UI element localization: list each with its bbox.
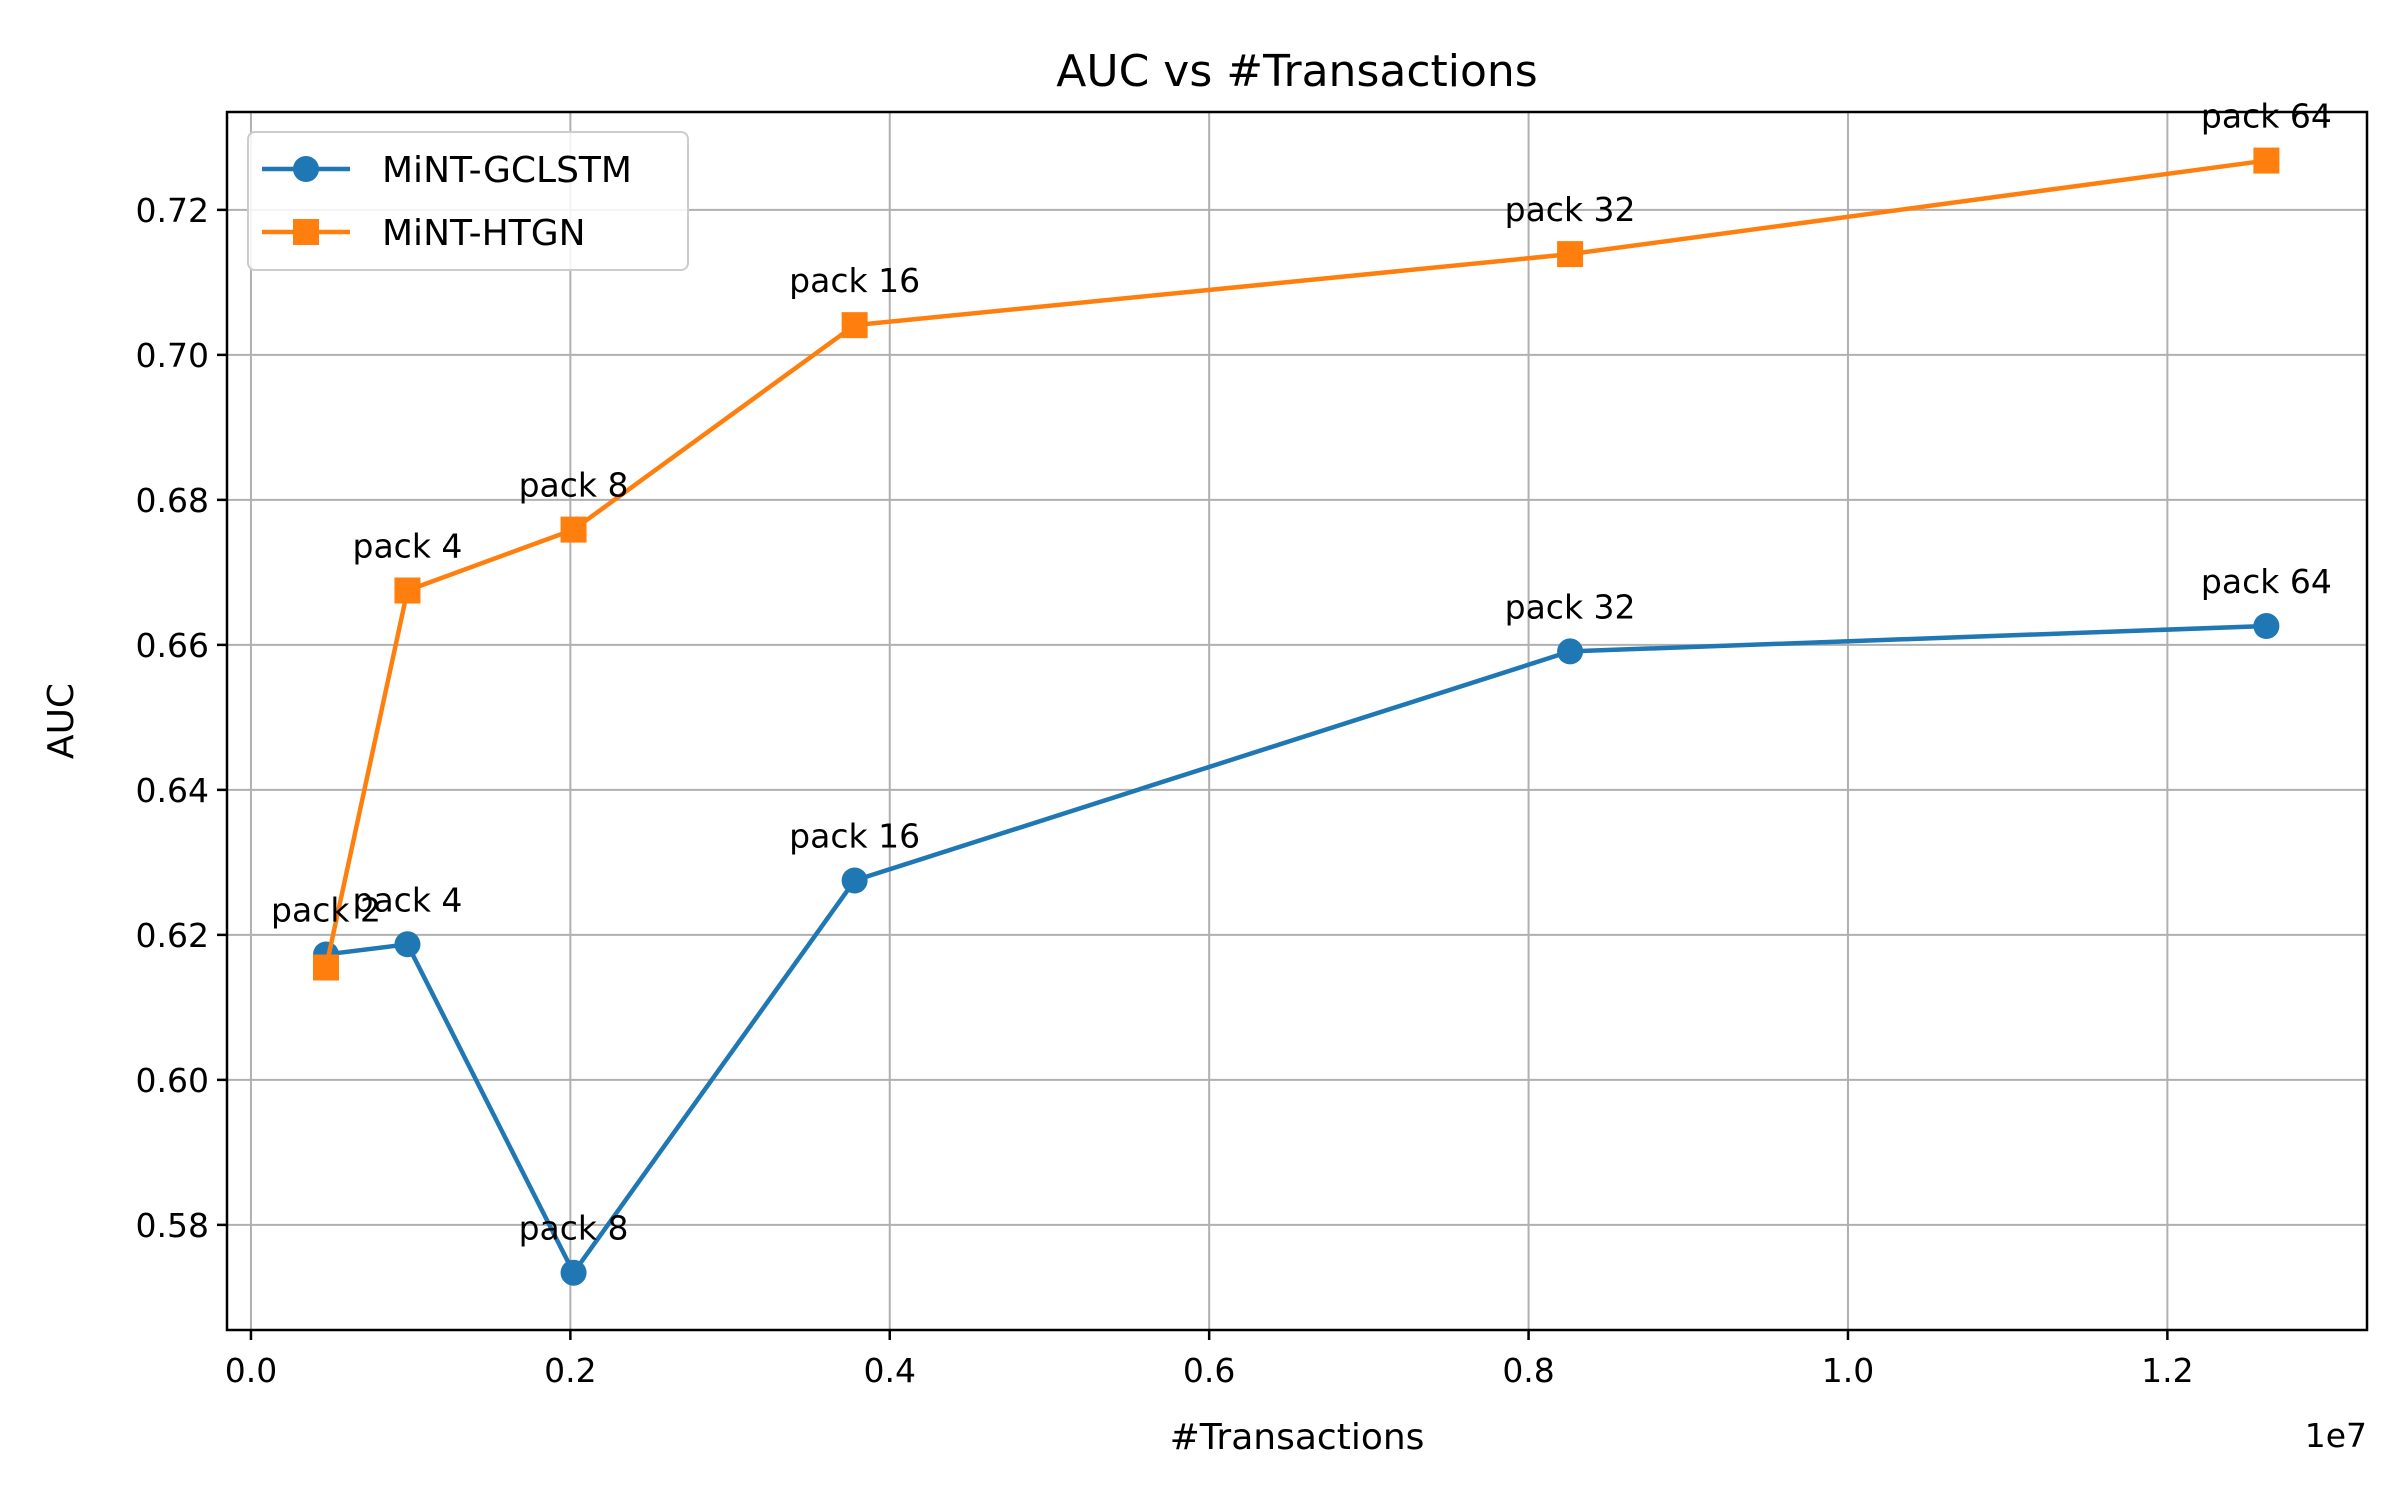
chart-title: AUC vs #Transactions bbox=[1056, 46, 1537, 97]
legend: MiNT-GCLSTM MiNT-HTGN bbox=[247, 131, 689, 271]
y-tick-label: 0.70 bbox=[136, 336, 209, 375]
legend-label-0: MiNT-GCLSTM bbox=[382, 150, 632, 191]
data-point-circle bbox=[394, 931, 421, 958]
y-tick-label: 0.62 bbox=[136, 916, 209, 955]
x-tick-label: 1.2 bbox=[2141, 1351, 2193, 1390]
series-layer bbox=[313, 147, 2280, 1286]
x-tick-label: 0.8 bbox=[1502, 1351, 1554, 1390]
data-point-square bbox=[560, 516, 587, 543]
data-point-square bbox=[841, 312, 868, 339]
grid bbox=[227, 112, 2367, 1330]
data-point-square bbox=[2253, 147, 2280, 174]
x-tick-label: 0.6 bbox=[1183, 1351, 1235, 1390]
legend-marker-square bbox=[293, 219, 319, 245]
point-annotation: pack 64 bbox=[2201, 97, 2332, 136]
data-point-circle bbox=[2253, 613, 2280, 640]
x-tick-label: 1.0 bbox=[1822, 1351, 1874, 1390]
data-point-square bbox=[1557, 241, 1584, 268]
point-annotation: pack 8 bbox=[519, 1209, 629, 1248]
point-annotation: pack 16 bbox=[789, 817, 920, 856]
y-tick-label: 0.72 bbox=[136, 191, 209, 230]
y-tick-label: 0.58 bbox=[136, 1206, 209, 1245]
data-point-circle bbox=[1557, 638, 1584, 665]
point-annotation: pack 2 bbox=[271, 890, 381, 929]
point-annotation: pack 64 bbox=[2201, 562, 2332, 601]
series-line-0 bbox=[325, 623, 2267, 1275]
legend-label-1: MiNT-HTGN bbox=[382, 213, 586, 254]
x-offset-text: 1e7 bbox=[2305, 1416, 2367, 1455]
ticks: 0.0 0.2 0.4 0.6 0.8 1.0 1.2 0.58 0.60 0.62 0.64 0.6… bbox=[136, 191, 2194, 1390]
y-tick-label: 0.60 bbox=[136, 1061, 209, 1100]
legend-box bbox=[247, 131, 689, 271]
legend-marker-circle bbox=[293, 156, 319, 182]
point-annotation: pack 4 bbox=[353, 527, 463, 566]
point-annotation: pack 32 bbox=[1505, 587, 1636, 626]
y-tick-label: 0.68 bbox=[136, 481, 209, 520]
data-point-square bbox=[313, 954, 340, 981]
x-tick-label: 0.4 bbox=[864, 1351, 916, 1390]
data-point-circle bbox=[841, 867, 868, 894]
point-annotation: pack 16 bbox=[789, 261, 920, 300]
y-tick-label: 0.66 bbox=[136, 626, 209, 665]
point-annotation: pack 4 bbox=[353, 880, 463, 919]
y-axis-label: AUC bbox=[41, 683, 82, 759]
series-line-1 bbox=[323, 158, 2267, 968]
point-annotation: pack 8 bbox=[519, 466, 629, 505]
x-axis-label: #Transactions bbox=[1170, 1417, 1425, 1458]
data-point-square bbox=[394, 577, 421, 604]
y-tick-label: 0.64 bbox=[136, 771, 209, 810]
point-annotation: pack 32 bbox=[1505, 190, 1636, 229]
x-tick-label: 0.2 bbox=[544, 1351, 596, 1390]
plot-frame bbox=[225, 110, 2369, 1332]
x-tick-label: 0.0 bbox=[225, 1351, 277, 1390]
data-point-circle bbox=[560, 1259, 587, 1286]
